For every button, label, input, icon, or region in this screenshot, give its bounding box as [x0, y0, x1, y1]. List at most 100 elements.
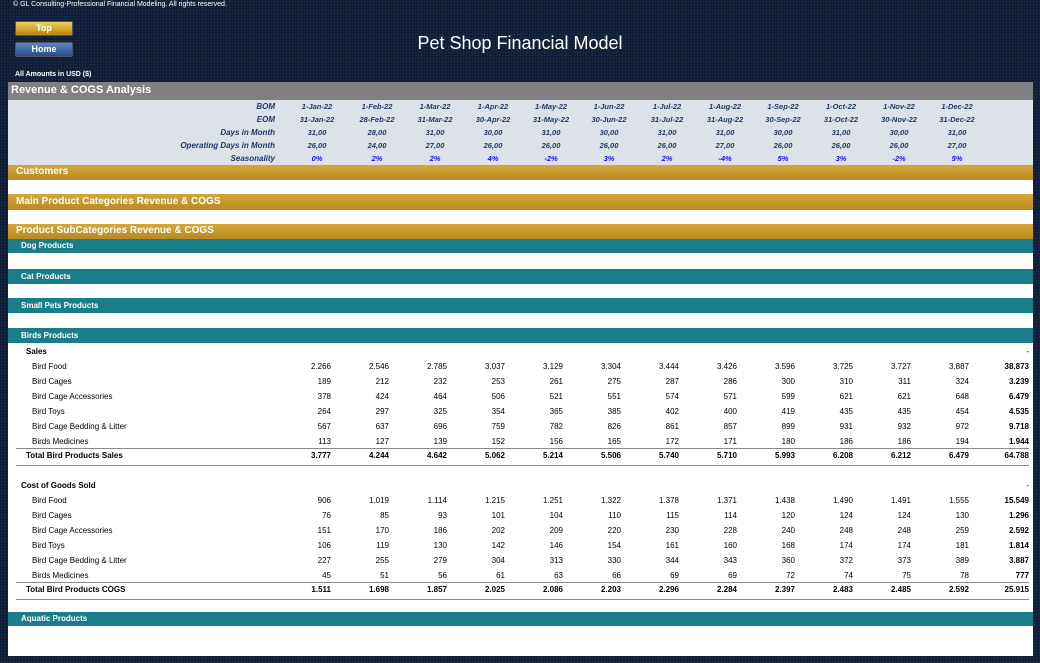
section-title: Revenue & COGS Analysis: [11, 84, 152, 96]
header-value: 0%: [311, 154, 323, 163]
total-value: 3.777: [310, 451, 331, 460]
table-row: Bird Toys 106 119 130 142 146 154 161 160 168 174 1…: [8, 541, 1033, 553]
total-value: 6.479: [948, 451, 969, 460]
cell-value: 637: [375, 422, 389, 431]
cell-value: 69: [728, 571, 737, 580]
table-row: Bird Cage Bedding & Litter 567 637 696 759 78…: [8, 422, 1033, 434]
section-customers[interactable]: Customers: [8, 165, 1033, 180]
cell-value: 189: [317, 377, 331, 386]
header-value: 1-May-22: [534, 102, 568, 111]
row-label: Bird Cage Bedding & Litter: [32, 556, 127, 565]
cell-value: 181: [955, 541, 969, 550]
dash: -: [1026, 481, 1029, 490]
total-value: 2.592: [948, 585, 969, 594]
header-value: 30-Apr-22: [475, 115, 511, 124]
row-total: 3.239: [1008, 377, 1029, 386]
cell-value: 2.785: [426, 362, 447, 371]
section-main-categories[interactable]: Main Product Categories Revenue & COGS: [8, 194, 1033, 210]
section-label: Product SubCategories Revenue & COGS: [16, 225, 214, 236]
cell-value: 160: [723, 541, 737, 550]
header-label: BOM: [256, 102, 275, 111]
header-value: -2%: [892, 154, 906, 163]
cell-value: 621: [839, 392, 853, 401]
header-value: 26,00: [599, 141, 619, 150]
row-total: 4.535: [1008, 407, 1029, 416]
cell-value: 63: [554, 571, 563, 580]
copyright-text: © GL Consulting-Professional Financial M…: [13, 1, 227, 8]
table-row: Bird Food 906 1.019 1.114 1.215 1.251 1.322 1.3…: [8, 496, 1033, 508]
cell-value: 1.251: [542, 496, 563, 505]
cell-value: 220: [607, 526, 621, 535]
cell-value: 313: [549, 556, 563, 565]
group-birds-products[interactable]: Birds Products: [8, 328, 1033, 343]
cell-value: 454: [955, 407, 969, 416]
group-cat-products[interactable]: Cat Products: [8, 269, 1033, 284]
header-value: 31,00: [657, 128, 677, 137]
cell-value: 168: [781, 541, 795, 550]
cell-value: 931: [839, 422, 853, 431]
cell-value: 51: [380, 571, 389, 580]
header-value: 31-Jan-22: [299, 115, 335, 124]
cell-value: 826: [607, 422, 621, 431]
row-label: Bird Cages: [32, 377, 72, 386]
header-value: 1-Oct-22: [825, 102, 856, 111]
cell-value: 248: [897, 526, 911, 535]
cell-value: 389: [955, 556, 969, 565]
total-value: 4.244: [368, 451, 389, 460]
cell-value: 574: [665, 392, 679, 401]
header-label: EOM: [256, 115, 275, 124]
total-value: 2.397: [774, 585, 795, 594]
cell-value: 127: [375, 437, 389, 446]
total-value: 6.208: [832, 451, 853, 460]
cell-value: 253: [491, 377, 505, 386]
cell-value: 3.129: [542, 362, 563, 371]
cell-value: 3.725: [832, 362, 853, 371]
cell-value: 232: [433, 377, 447, 386]
cell-value: 311: [898, 377, 911, 386]
cell-value: 130: [955, 511, 969, 520]
cell-value: 972: [955, 422, 969, 431]
cell-value: 297: [375, 407, 389, 416]
cell-value: 255: [375, 556, 389, 565]
row-total: 1.944: [1008, 437, 1029, 446]
group-small-pets-products[interactable]: Small Pets Products: [8, 298, 1033, 313]
cell-value: 152: [491, 437, 505, 446]
cell-value: 310: [839, 377, 853, 386]
header-label: Seasonality: [230, 154, 275, 163]
cell-value: 230: [665, 526, 679, 535]
cell-value: 104: [549, 511, 563, 520]
cell-value: 696: [433, 422, 447, 431]
header-row-bom: BOM 1-Jan-22 1-Feb-22 1-Mar-22 1-Apr-22 1-May…: [8, 102, 1033, 113]
group-dog-products[interactable]: Dog Products: [8, 239, 1033, 253]
cell-value: 115: [666, 511, 679, 520]
table-row: Bird Cages 76 85 93 101 104 110 115 114 120 124 124…: [8, 511, 1033, 523]
cell-value: 287: [665, 377, 679, 386]
header-value: 31-Dec-22: [939, 115, 975, 124]
header-value: 2%: [661, 154, 673, 163]
cell-value: 3.304: [600, 362, 621, 371]
group-aquatic-products[interactable]: Aquatic Products: [8, 612, 1033, 626]
header-value: 24,00: [367, 141, 387, 150]
cell-value: 1.114: [427, 496, 447, 505]
home-button[interactable]: Home: [15, 42, 73, 57]
cell-value: 1.371: [716, 496, 737, 505]
top-button[interactable]: Top: [15, 21, 73, 36]
section-subcategories[interactable]: Product SubCategories Revenue & COGS: [8, 224, 1033, 239]
header-value: 1-Mar-22: [419, 102, 451, 111]
cell-value: 156: [549, 437, 563, 446]
row-total: 3.887: [1008, 556, 1029, 565]
cell-value: 194: [955, 437, 969, 446]
row-total: 777: [1015, 571, 1029, 580]
cell-value: 186: [897, 437, 911, 446]
cell-value: 1.555: [948, 496, 969, 505]
header-value: 31,00: [947, 128, 967, 137]
total-value: 5.062: [484, 451, 505, 460]
header-value: 26,00: [831, 141, 851, 150]
total-value: 2.483: [832, 585, 853, 594]
cell-value: 124: [897, 511, 911, 520]
total-value: 5.214: [542, 451, 563, 460]
row-label: Bird Cages: [32, 511, 72, 520]
cell-value: 139: [433, 437, 447, 446]
group-label: Small Pets Products: [21, 301, 99, 310]
cell-value: 228: [723, 526, 737, 535]
